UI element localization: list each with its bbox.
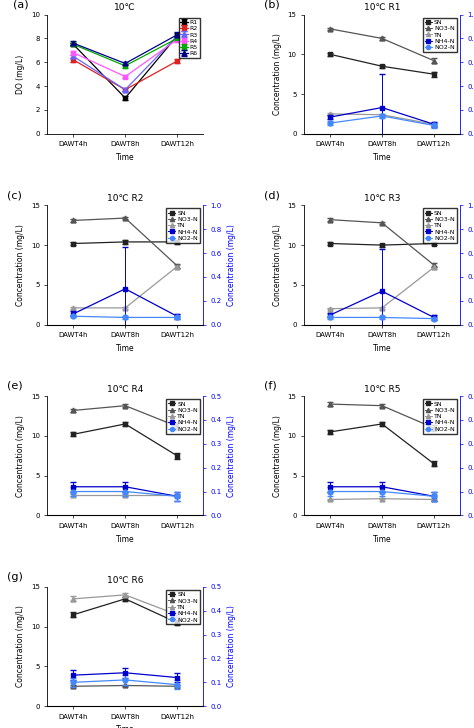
Title: 10℃ R6: 10℃ R6 xyxy=(107,576,144,585)
Title: 10℃ R2: 10℃ R2 xyxy=(107,194,144,203)
Text: (f): (f) xyxy=(264,381,276,391)
Y-axis label: Concentration (mg/L): Concentration (mg/L) xyxy=(228,415,237,496)
Y-axis label: Concentration (mg/L): Concentration (mg/L) xyxy=(273,224,282,306)
Legend: SN, NO3-N, TN, NH4-N, NO2-N: SN, NO3-N, TN, NH4-N, NO2-N xyxy=(423,17,456,52)
Legend: SN, NO3-N, TN, NH4-N, NO2-N: SN, NO3-N, TN, NH4-N, NO2-N xyxy=(423,399,456,434)
Title: 10℃ R5: 10℃ R5 xyxy=(364,385,400,394)
Y-axis label: Concentration (mg/L): Concentration (mg/L) xyxy=(16,606,25,687)
Y-axis label: Concentration (mg/L): Concentration (mg/L) xyxy=(228,224,237,306)
Title: 10℃ R4: 10℃ R4 xyxy=(107,385,144,394)
X-axis label: Time: Time xyxy=(373,153,391,162)
Title: 10℃ R1: 10℃ R1 xyxy=(364,4,400,12)
Legend: R1, R2, R3, R4, R5, R6: R1, R2, R3, R4, R5, R6 xyxy=(179,17,200,58)
Legend: SN, NO3-N, TN, NH4-N, NO2-N: SN, NO3-N, TN, NH4-N, NO2-N xyxy=(423,208,456,243)
Text: (d): (d) xyxy=(264,190,280,200)
Text: (c): (c) xyxy=(7,190,22,200)
X-axis label: Time: Time xyxy=(373,534,391,544)
Y-axis label: Concentration (mg/L): Concentration (mg/L) xyxy=(16,224,25,306)
Y-axis label: Concentration (mg/L): Concentration (mg/L) xyxy=(273,415,282,496)
X-axis label: Time: Time xyxy=(373,344,391,353)
X-axis label: Time: Time xyxy=(116,725,135,728)
Text: (a): (a) xyxy=(13,0,29,9)
Text: (e): (e) xyxy=(7,381,23,391)
Title: 10℃ R3: 10℃ R3 xyxy=(364,194,400,203)
Legend: SN, NO3-N, TN, NH4-N, NO2-N: SN, NO3-N, TN, NH4-N, NO2-N xyxy=(166,590,200,625)
Text: (g): (g) xyxy=(7,571,23,582)
Y-axis label: DO (mg/L): DO (mg/L) xyxy=(16,55,25,94)
X-axis label: Time: Time xyxy=(116,344,135,353)
Legend: SN, NO3-N, TN, NH4-N, NO2-N: SN, NO3-N, TN, NH4-N, NO2-N xyxy=(166,208,200,243)
Y-axis label: Concentration (mg/L): Concentration (mg/L) xyxy=(16,415,25,496)
Title: 10℃: 10℃ xyxy=(114,4,136,12)
Text: (b): (b) xyxy=(264,0,280,9)
Legend: SN, NO3-N, TN, NH4-N, NO2-N: SN, NO3-N, TN, NH4-N, NO2-N xyxy=(166,399,200,434)
Y-axis label: Concentration (mg/L): Concentration (mg/L) xyxy=(228,606,237,687)
X-axis label: Time: Time xyxy=(116,153,135,162)
X-axis label: Time: Time xyxy=(116,534,135,544)
Y-axis label: Concentration (mg/L): Concentration (mg/L) xyxy=(273,33,282,115)
